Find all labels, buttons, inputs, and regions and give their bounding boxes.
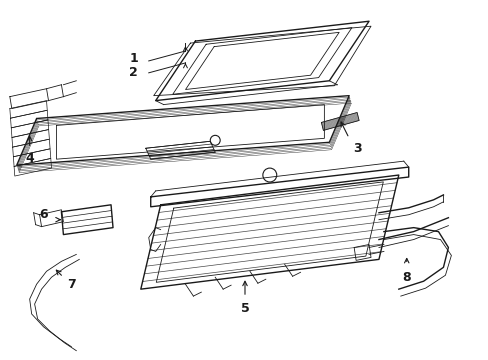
Text: 3: 3 — [352, 142, 361, 155]
Text: 5: 5 — [240, 302, 249, 315]
Text: 2: 2 — [129, 66, 138, 79]
Text: 7: 7 — [67, 278, 76, 291]
Text: 1: 1 — [129, 53, 138, 66]
Text: 4: 4 — [25, 152, 34, 165]
Text: 8: 8 — [402, 271, 410, 284]
Text: 6: 6 — [39, 208, 48, 221]
